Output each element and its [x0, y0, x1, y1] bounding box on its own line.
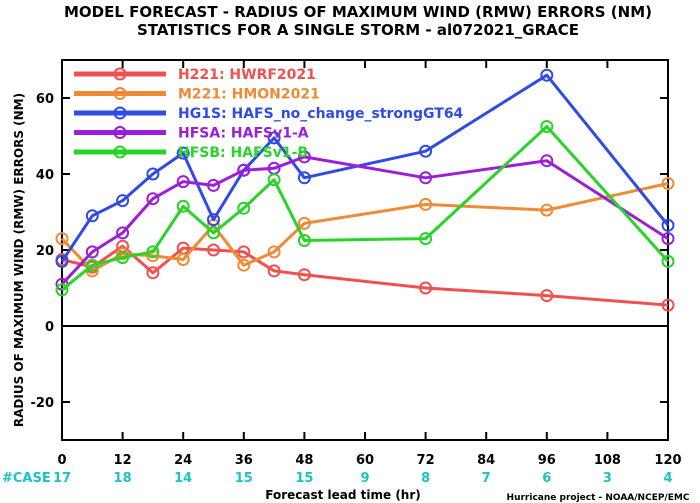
data-point	[237, 201, 251, 215]
data-point	[146, 192, 160, 206]
x-tick-label: 120	[654, 453, 681, 468]
x-tick-label: 96	[538, 453, 556, 468]
case-count: 18	[114, 471, 132, 486]
data-point	[176, 253, 190, 266]
x-tick-label: 36	[235, 453, 253, 468]
legend-label: M221: HMON2021	[178, 87, 320, 103]
data-point	[540, 289, 554, 303]
data-point	[237, 163, 251, 177]
legend-swatch-marker	[113, 106, 127, 120]
case-count: 4	[663, 471, 672, 486]
legend-swatch-marker	[113, 87, 127, 100]
legend-label: HFSA: HAFSv1-A	[178, 126, 309, 142]
data-point	[419, 197, 433, 211]
case-count: 3	[603, 471, 612, 486]
y-tick-label: 0	[45, 320, 54, 335]
chart-subtitle: STATISTICS FOR A SINGLE STORM - al072021…	[137, 21, 579, 39]
x-tick-label: 84	[477, 453, 495, 468]
data-point	[661, 232, 675, 246]
legend-swatch-marker	[113, 67, 127, 81]
data-point	[661, 298, 675, 312]
data-point	[540, 68, 554, 82]
data-point	[419, 144, 433, 158]
case-count: 15	[295, 471, 313, 486]
data-point	[85, 209, 99, 223]
data-point	[176, 146, 190, 160]
data-point	[540, 154, 554, 168]
x-tick-label: 60	[356, 453, 374, 468]
data-point	[661, 218, 675, 232]
data-point	[85, 245, 99, 259]
x-tick-label: 12	[114, 453, 132, 468]
data-point	[297, 171, 311, 185]
data-point	[237, 258, 251, 272]
x-tick-label: 24	[174, 453, 192, 468]
legend-swatch-marker	[113, 145, 127, 159]
y-axis-label: RADIUS OF MAXIMUM WIND (RMW) ERRORS (NM)	[12, 93, 26, 427]
case-counts: 17 18 14 15 15 9 8 7 6 3 4	[53, 471, 673, 486]
legend-label: HFSB: HAFSv1-B	[178, 145, 308, 161]
data-point	[267, 173, 281, 187]
data-point	[267, 264, 281, 278]
legend: H221: HWRF2021 M221: HMON2021 HG1S: HAFS_n…	[74, 67, 464, 161]
data-point	[207, 213, 220, 227]
legend-label: H221: HWRF2021	[178, 67, 316, 83]
data-point	[297, 216, 311, 230]
data-point	[85, 258, 99, 272]
data-point	[661, 254, 675, 268]
x-tick-label: 48	[295, 453, 313, 468]
data-point	[419, 281, 433, 295]
data-point	[146, 266, 160, 280]
case-count: 8	[421, 471, 430, 486]
data-point	[116, 194, 130, 208]
data-point	[297, 268, 311, 282]
data-point	[146, 167, 160, 181]
data-point	[207, 178, 220, 192]
data-point	[237, 245, 251, 259]
case-label: #CASE	[2, 471, 51, 486]
data-point	[176, 199, 190, 213]
case-count: 14	[174, 471, 192, 486]
y-tick-label: 40	[36, 168, 54, 183]
data-point	[116, 226, 130, 240]
case-count: 6	[542, 471, 551, 486]
case-count: 9	[360, 471, 369, 486]
x-tick-label: 0	[57, 453, 66, 468]
data-point	[55, 283, 69, 297]
data-point	[116, 251, 130, 265]
y-tick-label: 20	[36, 244, 54, 259]
chart-title: MODEL FORECAST - RADIUS OF MAXIMUM WIND …	[64, 3, 652, 21]
data-point	[55, 232, 69, 246]
data-point	[297, 150, 311, 164]
case-count: 7	[482, 471, 491, 486]
data-point	[540, 203, 554, 217]
x-tick-label: 108	[594, 453, 621, 468]
data-point	[176, 175, 190, 189]
data-point	[661, 177, 675, 190]
legend-label: HG1S: HAFS_no_change_strongGT64	[178, 106, 464, 122]
data-point	[419, 171, 433, 185]
y-tick-label: 60	[36, 92, 54, 107]
data-point	[207, 243, 220, 257]
axis-layer: 0 12 24 36 48 60 72 84 96 108 120 0 20 40 60 -20	[31, 59, 682, 468]
data-point	[267, 245, 281, 259]
data-point	[146, 245, 160, 259]
y-tick-label: -20	[31, 396, 55, 411]
x-axis-label: Forecast lead time (hr)	[265, 488, 421, 502]
credit-text: Hurricane project - NOAA/NCEP/EMC	[507, 493, 690, 503]
data-point	[419, 232, 433, 246]
data-point	[267, 131, 281, 145]
case-count: 17	[53, 471, 71, 486]
legend-swatch-marker	[113, 126, 127, 139]
x-tick-label: 72	[417, 453, 435, 468]
case-count: 15	[235, 471, 253, 486]
series-layer	[55, 68, 675, 312]
data-point	[297, 234, 311, 247]
data-point	[207, 226, 220, 240]
data-point	[116, 247, 130, 261]
data-point	[55, 254, 69, 268]
data-point	[540, 120, 554, 133]
